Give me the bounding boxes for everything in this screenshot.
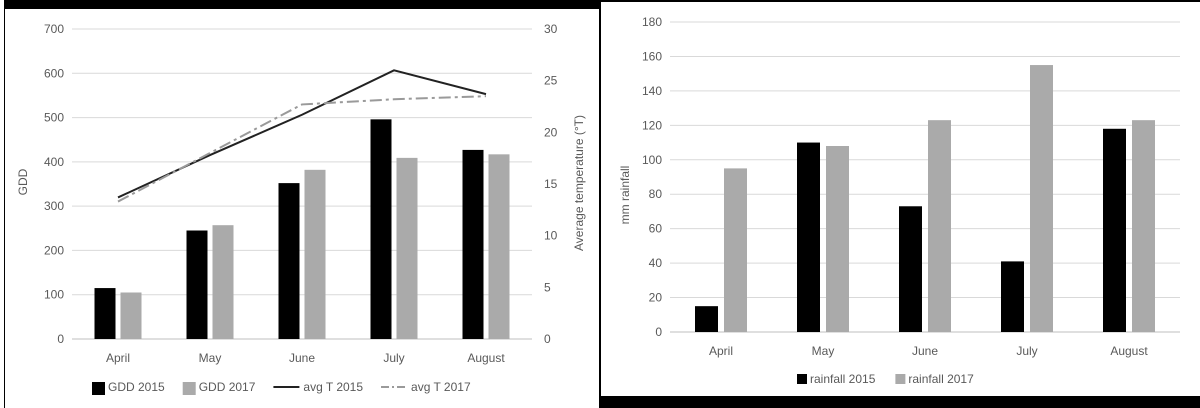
bar-rainfall-2015 [1103,128,1126,332]
bar-gdd-2017 [120,292,142,339]
legend-label: rainfall 2017 [908,372,974,386]
x-tick-label: August [1110,344,1148,358]
legend-swatch [797,374,807,384]
y2-tick-label: 5 [544,280,551,294]
y2-tick-label: 15 [544,177,558,191]
bar-gdd-2017 [488,154,510,339]
x-tick-label: June [912,344,938,358]
y-tick-label: 60 [649,222,663,236]
legend-item: rainfall 2015 [797,372,876,386]
y-tick-label: 100 [44,288,64,302]
x-tick-label: May [199,351,222,365]
bar-rainfall-2015 [1001,261,1024,332]
rainfall-chart: 0 20 40 60 80 100 120 140 160 180 April May June July… [618,15,1180,386]
y-tick-label: 300 [44,199,64,213]
x-tick-label: April [106,351,130,365]
bar-gdd-2015 [278,183,300,339]
legend-label: rainfall 2015 [810,372,876,386]
legend-swatch [92,382,105,395]
bar-rainfall-2017 [1132,120,1155,333]
legend-swatch [182,382,196,395]
y-tick-label: 400 [44,155,64,169]
legend-item: avg T 2017 [381,380,471,394]
y-axis-label: GDD [16,168,30,195]
bar-gdd-2017 [212,225,234,339]
legend-swatch [895,374,906,384]
y2-tick-label: 0 [544,332,551,346]
bar-rainfall-2015 [899,206,922,332]
bar-gdd-2015 [94,288,116,339]
bar-rainfall-2017 [928,120,951,333]
legend-label: GDD 2015 [108,380,165,394]
y-tick-label: 0 [655,325,662,339]
bar-gdd-2017 [396,157,418,339]
y-tick-label: 120 [642,118,662,132]
panel-divider [599,0,601,408]
x-tick-label: April [709,344,733,358]
legend-item: avg T 2015 [273,380,363,394]
y-tick-label: 80 [649,187,663,201]
y-tick-label: 700 [44,22,64,36]
y-tick-label: 160 [642,49,662,63]
x-tick-label: August [467,351,505,365]
line-avg-t-2015 [117,69,487,199]
x-tick-label: July [1016,344,1037,358]
legend-label: avg T 2017 [411,380,471,394]
y-tick-label: 600 [44,66,64,80]
y-tick-label: 40 [649,256,663,270]
y2-tick-label: 20 [544,125,558,139]
y2-tick-label: 25 [544,74,558,88]
legend-label: GDD 2017 [199,380,256,394]
top-border-left [5,0,600,9]
legend-label: avg T 2015 [303,380,363,394]
x-tick-label: July [383,351,404,365]
line-avg-t-2017 [117,95,487,203]
top-border-right [600,0,1200,2]
bar-rainfall-2017 [724,168,747,332]
gdd-temperature-chart: 0 100 200 300 400 500 600 700 0 5 10 15 20 25 30 April M… [16,22,586,395]
x-tick-label: May [812,344,835,358]
legend-item: rainfall 2017 [895,372,974,386]
bottom-border-right [600,396,1200,408]
left-border [4,0,5,408]
y-tick-label: 180 [642,15,662,29]
bar-rainfall-2015 [797,142,820,332]
y-tick-label: 500 [44,111,64,125]
y2-tick-label: 30 [544,22,558,36]
y2-axis-label: Average temperature (°T) [572,115,586,251]
bar-gdd-2015 [462,149,484,339]
bar-rainfall-2017 [1030,65,1053,333]
legend-item: GDD 2017 [182,380,256,395]
y-axis-label: mm rainfall [618,166,632,225]
x-tick-label: June [289,351,315,365]
bar-gdd-2015 [186,230,208,339]
bar-gdd-2015 [370,119,392,339]
y-tick-label: 140 [642,84,662,98]
legend-item: GDD 2015 [92,380,165,395]
y-tick-label: 0 [57,332,64,346]
bar-rainfall-2017 [826,146,849,332]
y2-tick-label: 10 [544,229,558,243]
y-tick-label: 200 [44,243,64,257]
bar-gdd-2017 [304,169,326,339]
bar-rainfall-2015 [695,306,718,332]
y-tick-label: 100 [642,153,662,167]
y-tick-label: 20 [649,291,663,305]
